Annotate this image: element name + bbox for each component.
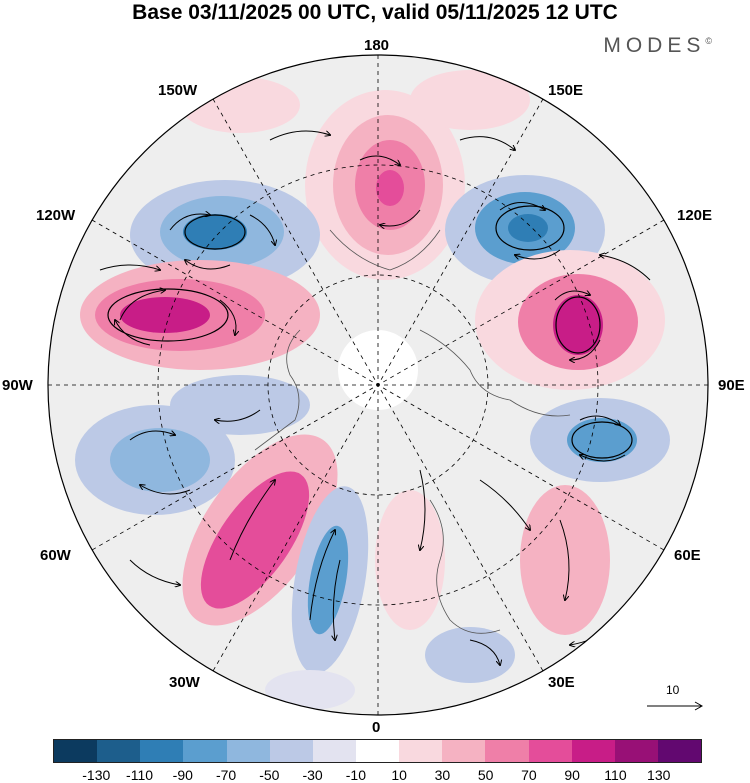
lon-label-0: 0 [372, 719, 381, 736]
colorbar-swatch [183, 740, 227, 762]
lon-label-150e: 150E [548, 82, 584, 99]
lon-label-90e: 90E [718, 377, 745, 394]
colorbar-label: 70 [521, 767, 537, 783]
brand-mark: © [705, 36, 712, 46]
colorbar-swatch [614, 740, 658, 762]
colorbar-swatch [355, 740, 400, 762]
colorbar-swatch [571, 740, 615, 762]
colorbar-label: -110 [126, 767, 154, 783]
colorbar-swatch [485, 740, 529, 762]
colorbar-swatch [399, 740, 443, 762]
colorbar-swatch [442, 740, 486, 762]
lon-label-90w: 90W [2, 377, 33, 394]
colorbar-swatch [140, 740, 184, 762]
colorbar-swatch [528, 740, 572, 762]
graticule [48, 55, 708, 715]
lon-label-120w: 120W [36, 207, 76, 224]
lon-label-60e: 60E [674, 547, 701, 564]
map-boundary [47, 54, 709, 716]
brand-name: MODES [603, 34, 706, 57]
lon-label-30e: 30E [548, 674, 575, 691]
colorbar-label: 10 [391, 767, 407, 783]
colorbar-swatch [269, 740, 313, 762]
colorbar-label: -70 [215, 767, 237, 783]
lon-label-150w: 150W [158, 82, 198, 99]
colorbar-label: 130 [647, 767, 671, 783]
colorbar-label: 30 [434, 767, 451, 783]
reference-vector-arrow [647, 701, 704, 711]
colorbar-label: 110 [604, 767, 627, 783]
colorbar-swatch [226, 740, 270, 762]
colorbar-label: -30 [302, 767, 323, 783]
colorbar-label: -130 [82, 767, 111, 783]
coastlines [254, 229, 571, 634]
wind-vectors [99, 130, 651, 665]
colorbar-label: 90 [564, 767, 580, 783]
chart-title: Base 03/11/2025 00 UTC, valid 05/11/2025… [132, 1, 618, 24]
colorbar-swatch [97, 740, 141, 762]
colorbar-label: -90 [172, 767, 193, 783]
colorbar-swatch [312, 740, 356, 762]
lon-label-180: 180 [364, 37, 390, 54]
reference-vector-value: 10 [666, 683, 680, 697]
colorbar-label: -50 [259, 767, 280, 783]
colorbar-labels: -130 -110 -90 -70 -50 -30 -10 10 30 50 70 90 110 130 [53, 767, 702, 783]
modes-logo: MODES© [603, 34, 712, 58]
contour-lines [107, 205, 633, 459]
colorbar-swatch [657, 740, 702, 762]
colorbar-label: -10 [345, 767, 366, 783]
anomaly-fields [75, 70, 670, 710]
colorbar [53, 739, 702, 763]
colorbar-label: 50 [477, 767, 494, 783]
colorbar-swatch [54, 740, 98, 762]
lon-label-60w: 60W [40, 547, 71, 564]
lon-label-30w: 30W [169, 674, 200, 691]
lon-label-120e: 120E [677, 207, 713, 224]
